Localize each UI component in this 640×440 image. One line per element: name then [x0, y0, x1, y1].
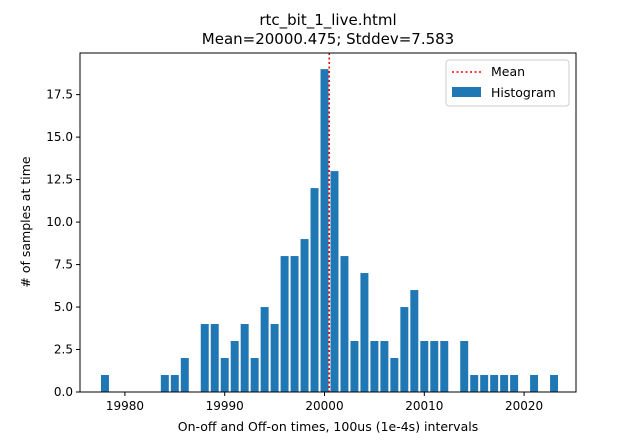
x-tick-label: 19980 — [106, 399, 144, 413]
histogram-bar — [240, 324, 249, 392]
histogram-bar — [490, 375, 499, 392]
legend-histogram-swatch — [452, 87, 481, 97]
histogram-bar — [160, 375, 169, 392]
histogram-bar — [410, 290, 419, 392]
histogram-bar — [260, 307, 269, 392]
y-tick-label: 12.5 — [46, 173, 73, 187]
histogram-bars — [100, 69, 559, 392]
histogram-bar — [340, 256, 349, 392]
histogram-bar — [400, 307, 409, 392]
legend-label-mean: Mean — [491, 64, 525, 79]
histogram-bar — [100, 375, 109, 392]
x-tick-label: 20020 — [505, 399, 543, 413]
histogram-bar — [280, 256, 289, 392]
y-tick-label: 10.0 — [46, 215, 73, 229]
histogram-bar — [290, 256, 299, 392]
histogram-bar — [440, 341, 449, 392]
x-tick-label: 20010 — [405, 399, 443, 413]
histogram-bar — [390, 358, 399, 392]
x-tick-label: 20000 — [305, 399, 343, 413]
histogram-bar — [330, 171, 339, 392]
legend-label-histogram: Histogram — [491, 85, 556, 100]
y-tick-label: 2.5 — [54, 343, 73, 357]
histogram-bar — [200, 324, 209, 392]
histogram-bar — [480, 375, 489, 392]
x-axis-ticks: 19980 19990 20000 20010 20020 — [106, 392, 543, 413]
histogram-bar — [500, 375, 509, 392]
x-tick-label: 19990 — [206, 399, 244, 413]
y-tick-label: 17.5 — [46, 88, 73, 102]
histogram-bar — [250, 358, 259, 392]
chart-title: rtc_bit_1_live.html — [259, 11, 396, 30]
histogram-bar — [220, 358, 229, 392]
histogram-bar — [230, 341, 239, 392]
histogram-bar — [530, 375, 539, 392]
y-axis-label: # of samples at time — [18, 156, 33, 287]
histogram-bar — [270, 324, 279, 392]
histogram-bar — [300, 239, 309, 392]
histogram-bar — [420, 341, 429, 392]
histogram-bar — [550, 375, 559, 392]
histogram-bar — [350, 341, 359, 392]
histogram-bar — [470, 375, 479, 392]
histogram-bar — [370, 341, 379, 392]
chart-subtitle: Mean=20000.475; Stddev=7.583 — [202, 30, 454, 48]
histogram-bar — [380, 341, 389, 392]
y-tick-label: 7.5 — [54, 258, 73, 272]
histogram-bar — [430, 341, 439, 392]
histogram-bar — [510, 375, 519, 392]
histogram-bar — [460, 341, 469, 392]
y-tick-label: 0.0 — [54, 385, 73, 399]
histogram-bar — [170, 375, 179, 392]
y-axis-ticks: 0.0 2.5 5.0 7.5 10.0 12.5 15.0 17.5 — [46, 88, 80, 399]
x-axis-label: On-off and Off-on times, 100us (1e-4s) i… — [178, 419, 478, 434]
histogram-bar — [210, 324, 219, 392]
histogram-bar — [180, 358, 189, 392]
y-tick-label: 15.0 — [46, 130, 73, 144]
histogram-bar — [310, 188, 319, 392]
legend: Mean Histogram — [445, 59, 570, 107]
histogram-bar — [360, 273, 369, 392]
y-tick-label: 5.0 — [54, 300, 73, 314]
histogram-bar — [320, 69, 329, 392]
